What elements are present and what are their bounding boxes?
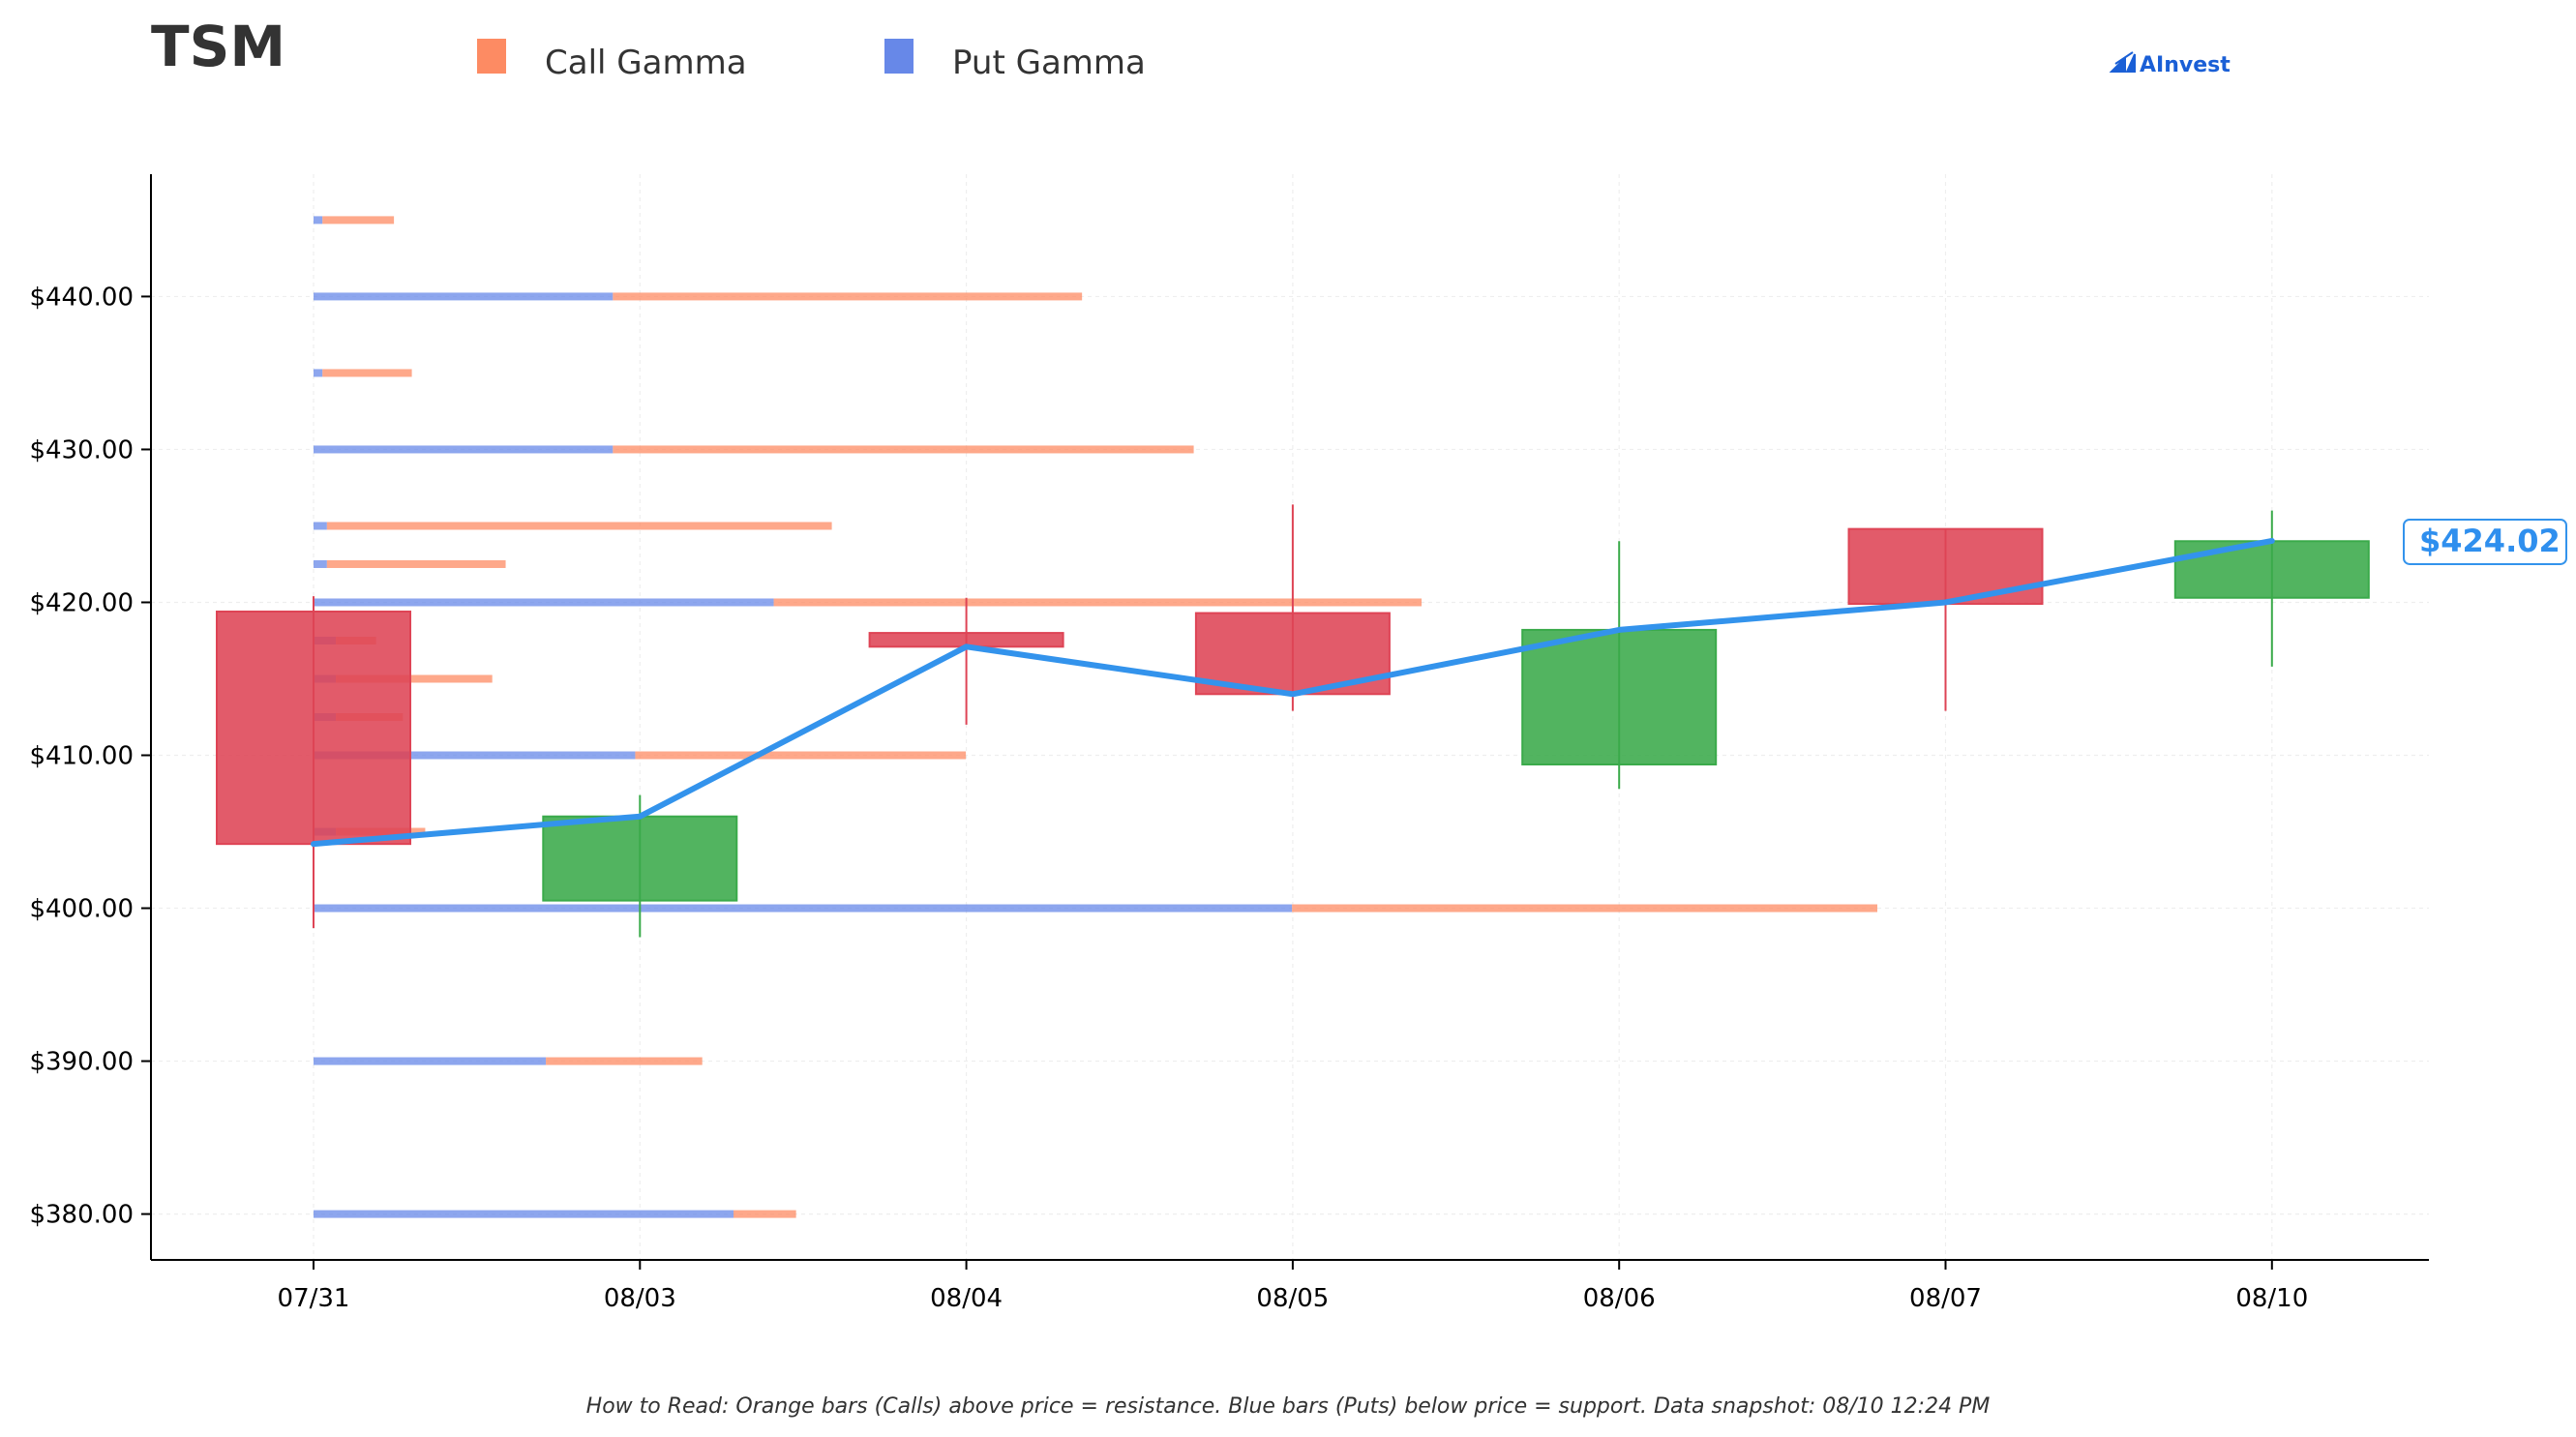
put-gamma-bar [314,1057,547,1065]
candle-body [1847,527,2044,606]
put-gamma-bar [314,751,636,760]
y-tick-label: $410.00 [29,742,134,771]
x-tick-label: 08/06 [1583,1284,1656,1313]
put-gamma-bar [314,598,774,607]
x-tick-label: 08/04 [930,1284,1003,1313]
put-gamma-bar [314,369,323,377]
legend-put-swatch [884,39,914,74]
candle-body [2173,540,2370,599]
call-gamma-bar [613,292,1083,301]
brand-chart-icon [2109,51,2136,73]
x-tick-label: 08/05 [1256,1284,1329,1313]
put-gamma-bar [314,559,327,568]
y-tick-label: $380.00 [29,1201,134,1230]
y-tick-label: $400.00 [29,895,134,924]
call-gamma-bar [734,1210,796,1218]
price-line-group [311,537,2275,848]
put-gamma-bar [314,522,327,530]
put-gamma-bar [314,445,614,454]
put-gamma-bar [314,904,1293,913]
last-price-badge: $424.02 [2403,518,2567,565]
brand-logo: AInvest [2109,51,2231,77]
put-gamma-bar [314,1210,734,1218]
call-gamma-bar [322,216,395,225]
last-price-box [2403,518,2567,565]
call-gamma-bar [546,1057,703,1065]
y-tick-label: $390.00 [29,1048,134,1077]
candle-body [542,815,738,902]
candles [216,504,2370,938]
call-gamma-bar [613,445,1194,454]
call-gamma-bar [336,674,493,683]
call-gamma-bar [326,559,506,568]
candle-body [216,610,411,846]
call-gamma-bar [635,751,967,760]
how-to-read-note: How to Read: Orange bars (Calls) above p… [586,1394,1991,1419]
last-price-label: $424.02 [2419,523,2561,559]
put-gamma-bar [314,292,614,301]
legend-call-swatch [477,39,506,74]
y-tick-label: $420.00 [29,588,134,617]
call-gamma-bar [326,522,832,530]
price-line [311,537,2275,848]
put-gamma-bar [314,216,323,225]
ticker-title: TSM [151,14,285,79]
brand-name: AInvest [2140,53,2231,77]
call-gamma-bar [773,598,1423,607]
x-tick-label: 08/10 [2235,1284,2308,1313]
call-gamma-bar [322,369,412,377]
x-tick-label: 08/07 [1909,1284,1982,1313]
y-tick-label: $440.00 [29,283,134,312]
candle-body [1521,628,1718,765]
legend-call-label: Call Gamma [545,44,747,82]
x-tick-label: 07/31 [278,1284,350,1313]
legend-put-label: Put Gamma [952,44,1146,82]
gamma-bars [314,216,1877,1218]
call-gamma-bar [1292,904,1877,913]
axes: $380.00 $390.00 $400.00 $410.00 $420.00 $430.… [29,174,2429,1313]
y-tick-label: $430.00 [29,435,134,464]
x-tick-label: 08/03 [604,1284,676,1313]
grid [151,174,2429,1260]
